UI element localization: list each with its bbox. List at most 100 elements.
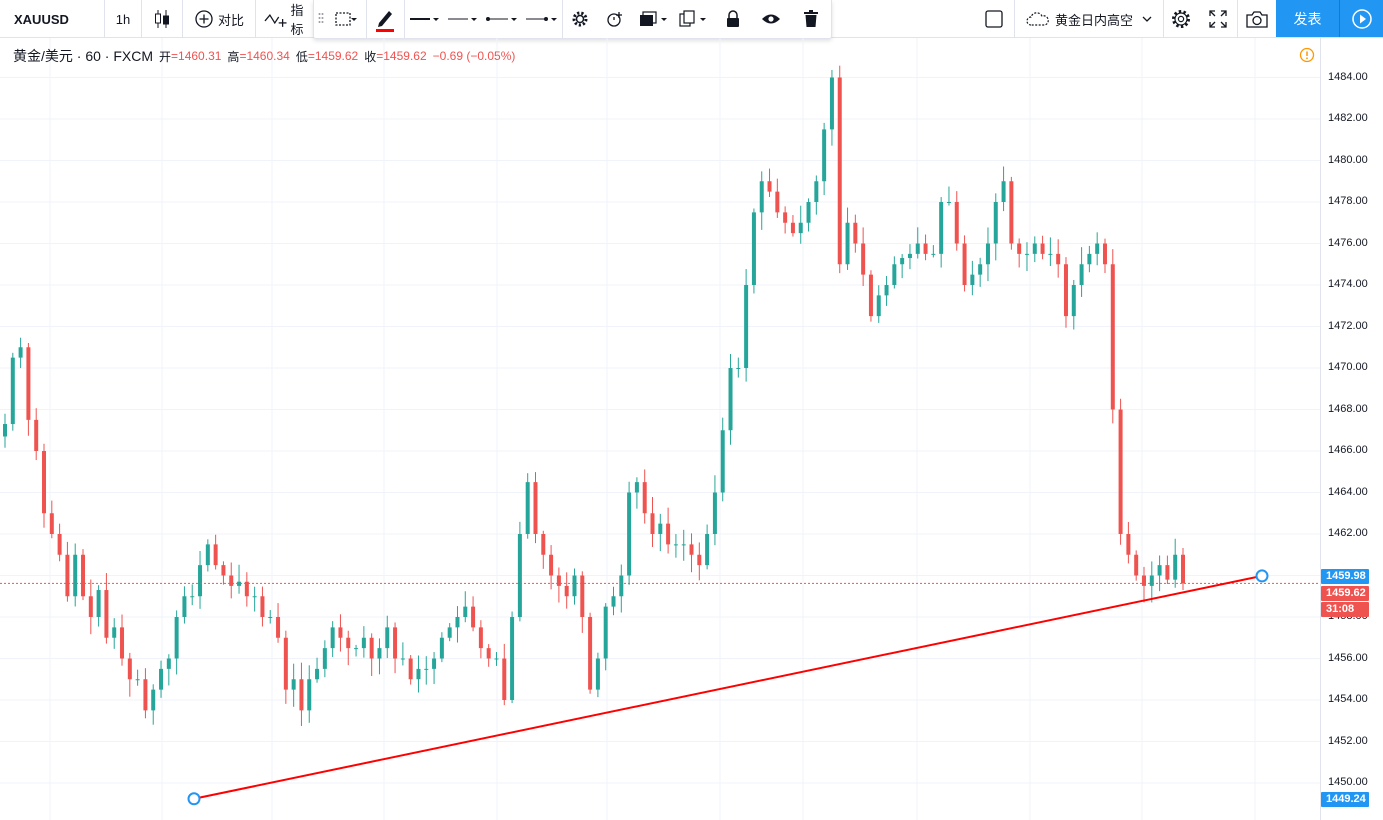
- layout-name: 黄金日内高空: [1054, 12, 1133, 28]
- trend-line-start-handle[interactable]: [187, 792, 201, 806]
- last-price-tag: 1459.62: [1321, 585, 1369, 601]
- candle-body: [744, 285, 749, 368]
- visual-order-button[interactable]: [633, 0, 673, 38]
- candle-body: [10, 357, 15, 425]
- candle-body: [494, 658, 499, 660]
- candle-body: [198, 565, 203, 597]
- candle-body: [525, 482, 530, 534]
- trend-line-end-handle[interactable]: [1255, 569, 1269, 583]
- candle-body: [806, 202, 811, 223]
- drawing-toolbar: [313, 0, 832, 39]
- trend-line[interactable]: [193, 574, 1263, 800]
- candle-body: [463, 606, 468, 617]
- candle-body: [1173, 554, 1178, 580]
- candle-body: [783, 212, 788, 223]
- candle-body: [42, 451, 47, 514]
- candle-body: [876, 295, 881, 317]
- candle-body: [510, 617, 515, 700]
- line-end-button[interactable]: [521, 0, 561, 38]
- candle-body: [1024, 253, 1029, 255]
- candle-body: [580, 575, 585, 617]
- fullscreen-button[interactable]: [1200, 0, 1236, 38]
- candle-body: [291, 679, 296, 690]
- line-style-button[interactable]: [443, 0, 481, 38]
- indicators-icon: [264, 13, 287, 27]
- publish-button[interactable]: 发表: [1276, 0, 1339, 37]
- line-color-button[interactable]: [367, 0, 403, 38]
- candle-body: [1079, 264, 1084, 285]
- drawing-settings-button[interactable]: [563, 0, 597, 38]
- toolbar-divider: [1237, 0, 1238, 38]
- hide-button[interactable]: [751, 0, 791, 38]
- candle-body: [182, 596, 187, 617]
- toolbar-divider: [255, 0, 256, 38]
- candle-body: [619, 575, 624, 597]
- chart-legend: 黄金/美元 · 60 · FXCM 开 =1460.31 高 =1460.34 低 =…: [13, 46, 515, 66]
- compare-button[interactable]: 对比: [183, 0, 255, 38]
- drag-handle[interactable]: [314, 0, 328, 38]
- close-label: 收: [364, 49, 377, 64]
- candle-body: [658, 523, 663, 534]
- price-axis[interactable]: 1484.00 1482.00 1480.00 1478.00 1476.00 1474.…: [1320, 38, 1383, 820]
- interval-button[interactable]: 1h: [115, 11, 131, 27]
- candle-body: [1126, 534, 1131, 555]
- candle-body: [517, 534, 522, 617]
- toolbar-divider: [366, 0, 367, 38]
- snapshot-button[interactable]: [1238, 0, 1276, 38]
- change-value: −0.69 (−0.05%): [432, 49, 516, 63]
- camera-icon: [1246, 11, 1268, 28]
- candle-body: [354, 648, 359, 650]
- candle-body: [26, 347, 31, 420]
- line-endpoint-right-icon: [526, 17, 557, 21]
- delete-button[interactable]: [791, 0, 831, 38]
- expand-icon: [1209, 10, 1227, 28]
- clone-button[interactable]: [673, 0, 713, 38]
- candle-body: [915, 243, 920, 254]
- candle-body: [65, 554, 70, 597]
- symbol-search-button[interactable]: XAUUSD: [14, 11, 69, 27]
- candle-body: [120, 627, 125, 659]
- price-tick-label: 1468.00: [1328, 402, 1368, 415]
- lock-button[interactable]: [715, 0, 751, 38]
- indicators-button[interactable]: 指标: [256, 0, 316, 38]
- candle-body: [244, 581, 249, 597]
- candle-body: [603, 606, 608, 659]
- line-width-button[interactable]: [405, 0, 443, 38]
- play-circle-icon: [1351, 8, 1372, 29]
- candle-body: [650, 513, 655, 534]
- chart-settings-button[interactable]: [1164, 0, 1198, 38]
- candle-body: [533, 482, 538, 534]
- candle-body: [822, 129, 827, 182]
- data-warning-icon[interactable]: [1299, 47, 1315, 63]
- chart-type-button[interactable]: [142, 0, 182, 38]
- add-alert-button[interactable]: [597, 0, 633, 38]
- candle-body: [705, 534, 710, 566]
- candle-body: [993, 202, 998, 244]
- candle-body: [790, 222, 795, 234]
- candle-body: [1134, 554, 1139, 576]
- candle-body: [361, 637, 366, 649]
- candle-body: [159, 668, 164, 690]
- price-chart[interactable]: [0, 38, 1320, 820]
- candle-body: [923, 243, 928, 254]
- replay-button[interactable]: [1339, 0, 1383, 37]
- trend-start-price-tag: 1449.24: [1321, 791, 1369, 807]
- candle-body: [346, 637, 351, 649]
- candle-body: [611, 596, 616, 607]
- candle-body: [1165, 565, 1170, 580]
- layout-save-button[interactable]: 黄金日内高空: [1015, 0, 1163, 38]
- candle-body: [338, 627, 343, 638]
- area-select-button[interactable]: [328, 0, 364, 38]
- candle-body: [720, 430, 725, 493]
- candle-body: [759, 181, 764, 213]
- fullscreen-select-button[interactable]: [974, 0, 1014, 38]
- candle-body: [81, 554, 86, 597]
- candle-body: [814, 181, 819, 202]
- series-title[interactable]: 黄金/美元 · 60 · FXCM: [13, 48, 154, 64]
- candle-body: [1009, 181, 1014, 244]
- candle-body: [205, 544, 210, 566]
- line-start-button[interactable]: [481, 0, 521, 38]
- candle-body: [954, 202, 959, 244]
- candle-body: [88, 596, 93, 617]
- gear-icon: [1172, 10, 1190, 28]
